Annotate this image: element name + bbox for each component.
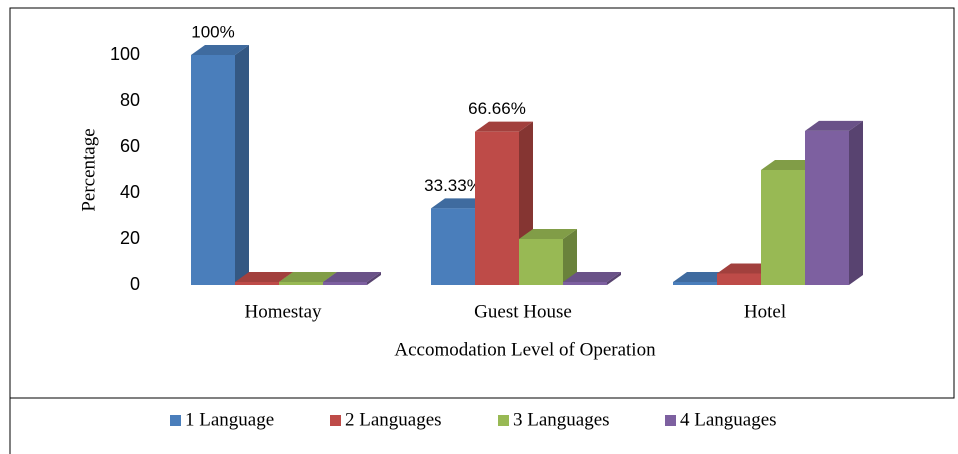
x-tick-label: Homestay xyxy=(244,301,322,322)
bar-top xyxy=(235,272,293,282)
bar-side xyxy=(849,120,863,286)
y-tick-label: 80 xyxy=(120,90,140,110)
bar-front xyxy=(805,130,849,285)
bar-top xyxy=(191,45,249,55)
bar-front xyxy=(235,282,279,285)
data-label: 100% xyxy=(191,22,234,41)
bar-side xyxy=(367,272,381,285)
bar-side xyxy=(607,272,621,285)
legend-swatch xyxy=(170,415,181,426)
frame xyxy=(9,7,955,399)
bar xyxy=(805,120,863,286)
bar-top xyxy=(519,229,577,239)
legend-swatch xyxy=(665,415,676,426)
plot: 0 20 40 60 80 100 Homestay Guest House Hotel 100%… xyxy=(110,22,863,322)
bar-top xyxy=(279,272,337,282)
bar-front xyxy=(717,273,761,285)
bar-top xyxy=(323,272,381,282)
data-label: 66.66% xyxy=(468,99,526,118)
legend-label: 2 Languages xyxy=(345,409,442,430)
legend-swatch xyxy=(330,415,341,426)
bar-front xyxy=(761,170,805,285)
x-tick-label: Hotel xyxy=(744,301,786,322)
bar-front xyxy=(431,208,475,285)
legend-label: 1 Language xyxy=(185,409,274,430)
bar-front xyxy=(519,239,563,285)
bar xyxy=(563,272,621,285)
x-tick-label: Guest House xyxy=(474,301,572,322)
y-tick-label: 60 xyxy=(120,136,140,156)
bar-front xyxy=(279,282,323,285)
bar-top xyxy=(563,272,621,282)
legend-label: 3 Languages xyxy=(513,409,610,430)
bar-top xyxy=(673,272,731,282)
bar-side xyxy=(563,229,577,285)
bar xyxy=(519,229,577,285)
bar-front xyxy=(475,131,519,285)
data-label: 33.33% xyxy=(424,176,482,195)
y-tick-label: 20 xyxy=(120,228,140,248)
bar-front xyxy=(673,282,717,285)
bar xyxy=(323,272,381,285)
bar-front xyxy=(323,282,367,285)
bar-front xyxy=(563,282,607,285)
y-axis-title: Percentage xyxy=(78,128,99,211)
legend-swatch xyxy=(498,415,509,426)
x-axis-title: Accomodation Level of Operation xyxy=(394,339,656,360)
bar-top xyxy=(431,198,489,209)
bar-top xyxy=(475,121,533,132)
legend: 1 Language 2 Languages 3 Languages 4 Langua… xyxy=(170,409,777,430)
y-tick-label: 40 xyxy=(120,182,140,202)
bar-top xyxy=(761,160,819,170)
y-tick-label: 0 xyxy=(130,274,140,294)
bar-top xyxy=(717,263,775,274)
bar-top xyxy=(805,120,863,131)
y-tick-label: 100 xyxy=(110,44,140,64)
bar xyxy=(191,45,249,285)
legend-label: 4 Languages xyxy=(680,409,777,430)
bar-front xyxy=(191,55,235,285)
bar-side xyxy=(235,45,249,285)
